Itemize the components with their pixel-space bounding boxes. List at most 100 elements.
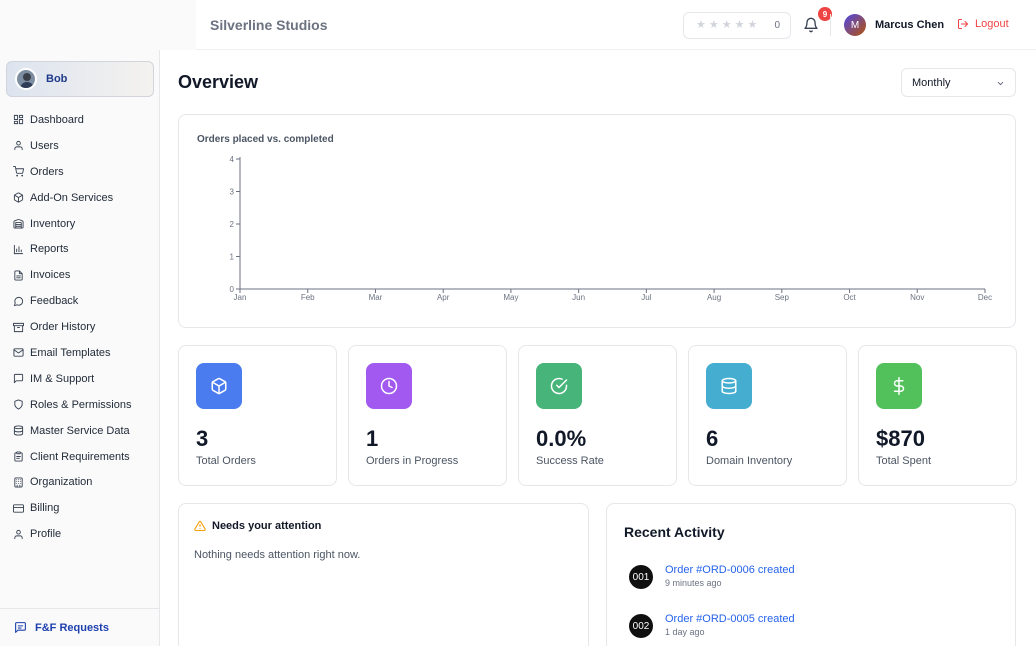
sidebar-item-master-service-data[interactable]: Master Service Data — [0, 418, 160, 444]
sidebar-item-organization[interactable]: Organization — [0, 469, 160, 495]
rating-stars: ★ ★ ★ ★ ★ — [696, 20, 757, 31]
user-icon — [14, 529, 23, 539]
sidebar-item-label: Master Service Data — [30, 424, 130, 437]
stat-card: 0.0% Success Rate — [518, 345, 677, 486]
attention-card: Needs your attention Nothing needs atten… — [178, 503, 589, 646]
x-tick-label: Aug — [707, 293, 721, 302]
building-icon — [14, 477, 23, 488]
database-icon — [13, 425, 24, 436]
warehouse-icon — [13, 218, 24, 229]
sidebar-item-label: Invoices — [30, 269, 71, 282]
activity-badge: 002 — [629, 614, 653, 638]
cart-icon — [13, 166, 24, 177]
sidebar-item-label: Client Requirements — [30, 450, 130, 463]
activity-card: Recent Activity 001 Order #ORD-0006 crea… — [606, 503, 1016, 646]
sidebar-item-feedback[interactable]: Feedback — [0, 288, 160, 314]
sidebar-item-label: Organization — [30, 476, 93, 489]
notification-badge: 9 — [818, 7, 832, 21]
stat-icon-box — [366, 363, 412, 409]
sidebar-item-label: Profile — [30, 528, 62, 541]
header-user-name[interactable]: Marcus Chen — [875, 19, 945, 31]
sidebar-item-label: IM & Support — [30, 372, 95, 385]
sidebar-item-client-requirements[interactable]: Client Requirements — [0, 444, 160, 470]
x-tick-label: Jun — [572, 293, 585, 302]
stat-label: Total Spent — [876, 455, 932, 467]
sidebar-item-order-history[interactable]: Order History — [0, 314, 160, 340]
sidebar-item-email-templates[interactable]: Email Templates — [0, 340, 160, 366]
stat-value: $870 — [876, 426, 925, 451]
x-tick-label: Jan — [234, 293, 247, 302]
star-icon[interactable]: ★ — [696, 19, 706, 31]
star-icon[interactable]: ★ — [747, 19, 758, 31]
user-icon — [14, 141, 23, 151]
sidebar-item-users[interactable]: Users — [0, 133, 160, 159]
activity-item: 001 Order #ORD-0006 created 9 minutes ag… — [629, 564, 795, 589]
header-avatar[interactable]: M — [844, 14, 866, 36]
sidebar-item-billing[interactable]: Billing — [0, 495, 160, 521]
bar-chart-icon — [13, 244, 24, 254]
activity-time: 1 day ago — [665, 627, 705, 637]
sidebar-item-im-and-support[interactable]: IM & Support — [0, 366, 160, 392]
y-tick-label: 1 — [230, 253, 235, 262]
chevron-down-icon — [997, 81, 1004, 86]
x-tick-label: Sep — [775, 293, 790, 302]
x-tick-label: Jul — [641, 293, 651, 302]
file-text-icon — [14, 270, 23, 281]
sidebar-item-dashboard[interactable]: Dashboard — [0, 107, 160, 133]
sidebar-item-label: Add-On Services — [30, 191, 114, 204]
activity-link[interactable]: Order #ORD-0005 created — [665, 613, 795, 625]
activity-time: 9 minutes ago — [665, 578, 722, 588]
rating-widget[interactable]: ★ ★ ★ ★ ★ 0 — [683, 12, 791, 39]
sidebar-item-inventory[interactable]: Inventory — [0, 211, 160, 237]
sidebar-item-add-on-services[interactable]: Add-On Services — [0, 185, 160, 211]
star-icon[interactable]: ★ — [708, 19, 719, 31]
y-tick-label: 4 — [230, 155, 235, 164]
star-icon[interactable]: ★ — [734, 19, 745, 31]
rating-count: 0 — [774, 20, 780, 31]
activity-badge: 001 — [629, 565, 653, 589]
sidebar-user-card[interactable]: Bob — [6, 61, 154, 97]
attention-title: Needs your attention — [212, 520, 322, 532]
stat-card: 6 Domain Inventory — [688, 345, 847, 486]
sidebar-item-orders[interactable]: Orders — [0, 159, 160, 185]
package-icon — [13, 192, 24, 203]
sidebar-item-ff-requests[interactable]: F&F Requests — [0, 608, 160, 646]
sidebar-item-profile[interactable]: Profile — [0, 521, 160, 547]
stat-value: 1 — [366, 426, 379, 451]
message-square-icon — [13, 374, 24, 384]
stat-card: $870 Total Spent — [858, 345, 1017, 486]
header-divider — [830, 14, 831, 36]
check-circle-icon — [550, 377, 568, 395]
stat-label: Total Orders — [196, 455, 256, 467]
x-tick-label: Nov — [910, 293, 924, 302]
stat-icon-box — [706, 363, 752, 409]
bell-icon[interactable] — [803, 17, 819, 33]
stat-label: Orders in Progress — [366, 455, 459, 467]
stat-value: 3 — [196, 426, 209, 451]
attention-header: Needs your attention — [194, 520, 321, 532]
stat-label: Success Rate — [536, 455, 604, 467]
sidebar-item-label: Email Templates — [30, 346, 111, 359]
star-icon[interactable]: ★ — [721, 19, 732, 31]
sidebar-footer-label: F&F Requests — [35, 621, 109, 634]
stat-value: 0.0% — [536, 426, 587, 451]
sidebar-item-invoices[interactable]: Invoices — [0, 262, 160, 288]
message-lines-icon — [15, 622, 26, 633]
sidebar-item-reports[interactable]: Reports — [0, 236, 160, 262]
x-tick-label: Apr — [437, 293, 450, 302]
period-select[interactable]: Monthly — [901, 68, 1016, 97]
y-tick-label: 2 — [230, 220, 235, 229]
grid-icon — [13, 115, 24, 125]
logout-button[interactable]: Logout — [957, 18, 1009, 30]
page-title: Overview — [178, 72, 259, 92]
box-icon — [211, 377, 227, 395]
sidebar-item-roles-and-permissions[interactable]: Roles & Permissions — [0, 392, 160, 418]
sidebar-item-label: Orders — [30, 165, 64, 178]
sidebar-item-label: Inventory — [30, 217, 76, 230]
sidebar-user-name: Bob — [46, 73, 68, 85]
x-tick-label: May — [503, 293, 518, 302]
stat-icon-box — [876, 363, 922, 409]
x-tick-label: Feb — [301, 293, 315, 302]
activity-link[interactable]: Order #ORD-0006 created — [665, 564, 795, 576]
logout-icon — [958, 19, 968, 29]
